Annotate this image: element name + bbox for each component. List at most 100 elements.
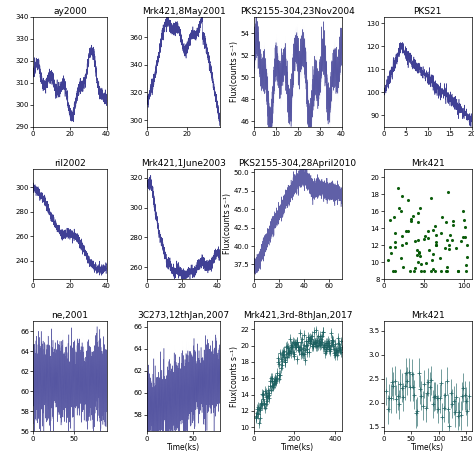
Point — [413, 251, 420, 259]
Point — [432, 238, 439, 246]
Y-axis label: Flux(counts s⁻¹): Flux(counts s⁻¹) — [230, 41, 239, 102]
Point — [437, 229, 445, 237]
Title: PKS2155-304,28April2010: PKS2155-304,28April2010 — [238, 159, 356, 168]
Point — [462, 223, 469, 231]
Point — [442, 244, 449, 252]
Point — [431, 222, 439, 230]
Point — [413, 246, 421, 254]
Point — [398, 192, 406, 200]
Point — [437, 255, 444, 262]
Point — [384, 256, 392, 264]
Point — [453, 245, 460, 252]
Title: ril2002: ril2002 — [54, 159, 86, 168]
Point — [421, 232, 429, 240]
Point — [425, 234, 432, 241]
Title: Mrk421: Mrk421 — [411, 311, 445, 320]
Point — [398, 207, 405, 215]
Point — [459, 207, 467, 215]
Point — [425, 228, 432, 235]
Point — [417, 267, 425, 274]
Point — [438, 267, 445, 274]
Point — [386, 217, 394, 224]
Point — [402, 239, 410, 247]
Point — [391, 229, 399, 237]
Point — [425, 246, 432, 254]
Title: PKS21: PKS21 — [413, 7, 442, 16]
Point — [394, 184, 402, 191]
Point — [429, 251, 437, 258]
X-axis label: Time(ks): Time(ks) — [411, 443, 444, 452]
Point — [446, 232, 454, 239]
Title: ne,2001: ne,2001 — [51, 311, 88, 320]
Point — [448, 236, 456, 244]
Point — [416, 252, 423, 259]
Point — [417, 260, 425, 268]
Point — [405, 196, 412, 204]
Title: 3C273,12thJan,2007: 3C273,12thJan,2007 — [137, 311, 230, 320]
Point — [438, 214, 446, 221]
Point — [386, 243, 394, 250]
Point — [445, 241, 452, 248]
Title: Mrk421: Mrk421 — [411, 159, 445, 168]
Point — [414, 218, 421, 226]
Point — [409, 212, 417, 220]
Y-axis label: Flux(counts s⁻¹): Flux(counts s⁻¹) — [223, 193, 232, 255]
Point — [420, 267, 428, 274]
Point — [422, 259, 430, 267]
Point — [404, 228, 412, 235]
Point — [414, 258, 422, 266]
Point — [420, 235, 428, 243]
X-axis label: Time(ks): Time(ks) — [167, 443, 200, 452]
Point — [399, 263, 406, 271]
Point — [442, 219, 450, 226]
Point — [443, 267, 451, 274]
Title: Mrk421,8May2001: Mrk421,8May2001 — [142, 7, 226, 16]
Title: Mrk421,1June2003: Mrk421,1June2003 — [141, 159, 226, 168]
Point — [443, 263, 450, 271]
Point — [407, 216, 414, 223]
Point — [407, 218, 415, 225]
Point — [432, 231, 440, 238]
X-axis label: Time(ks): Time(ks) — [281, 443, 314, 452]
Point — [432, 242, 440, 249]
Point — [444, 188, 452, 196]
Point — [402, 228, 410, 235]
Point — [463, 253, 471, 261]
Point — [392, 238, 399, 246]
Point — [460, 234, 467, 241]
Point — [457, 237, 465, 245]
Point — [455, 267, 462, 274]
Point — [391, 267, 399, 274]
Point — [406, 267, 414, 274]
Point — [416, 204, 424, 211]
Point — [431, 267, 438, 274]
Point — [414, 236, 421, 243]
Point — [387, 250, 395, 257]
Point — [461, 233, 469, 240]
Title: ay2000: ay2000 — [53, 7, 87, 16]
Point — [444, 237, 451, 244]
Point — [460, 216, 467, 224]
Point — [462, 267, 470, 274]
Point — [411, 237, 419, 245]
Point — [391, 213, 398, 221]
Point — [389, 267, 397, 274]
Point — [429, 265, 437, 273]
Point — [415, 250, 423, 257]
Point — [464, 241, 471, 249]
Title: PKS2155-304,23Nov2004: PKS2155-304,23Nov2004 — [240, 7, 355, 16]
Point — [429, 226, 437, 234]
Point — [398, 255, 405, 262]
Title: Mrk421,3rd-8thJan,2017: Mrk421,3rd-8thJan,2017 — [243, 311, 352, 320]
Point — [428, 256, 436, 264]
Point — [445, 245, 453, 253]
Point — [392, 243, 399, 251]
Point — [428, 267, 435, 274]
Point — [427, 194, 434, 201]
Point — [450, 221, 457, 228]
Point — [411, 264, 419, 272]
Point — [432, 241, 440, 248]
Point — [454, 267, 462, 274]
Point — [416, 248, 423, 255]
Y-axis label: Flux(counts s⁻¹): Flux(counts s⁻¹) — [230, 346, 239, 407]
